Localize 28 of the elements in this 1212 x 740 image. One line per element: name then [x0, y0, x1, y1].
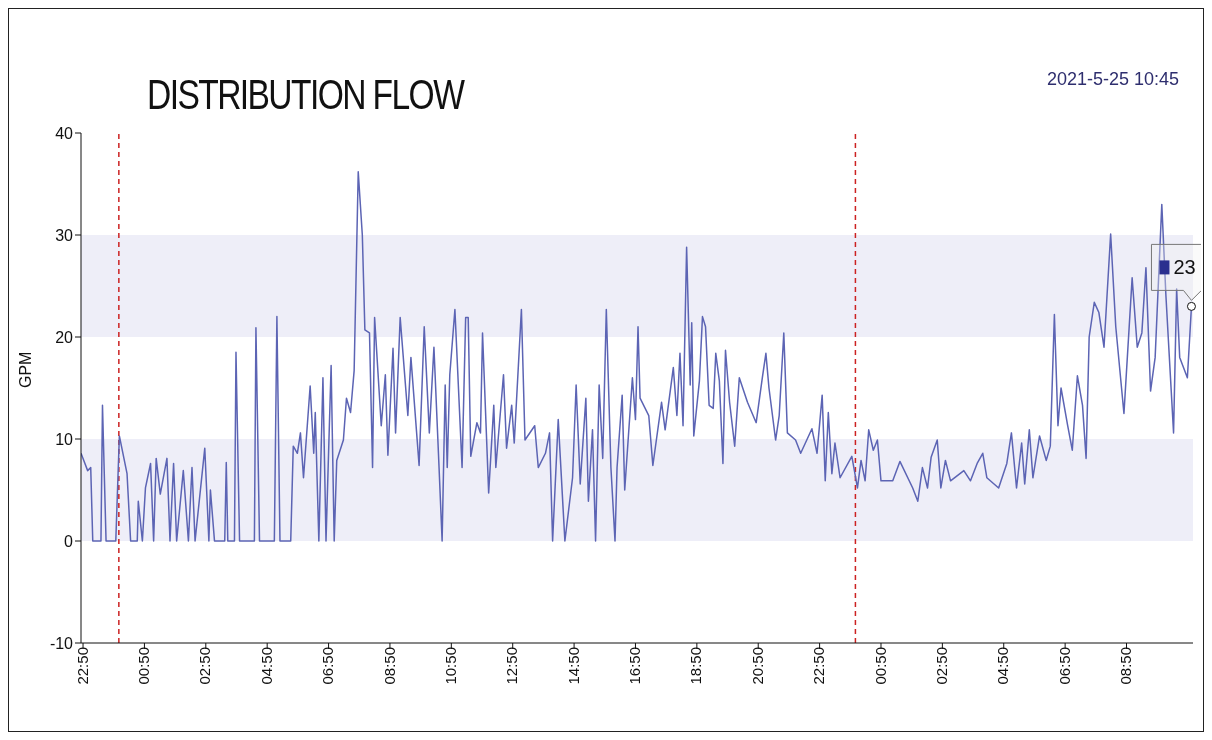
x-tick-label: 22:50	[73, 647, 91, 685]
x-tick-label: 12:50	[503, 647, 521, 685]
y-tick-label: 40	[55, 124, 74, 142]
x-tick-label: 04:50	[257, 647, 275, 685]
y-tick-label: 30	[55, 226, 74, 244]
y-tick-label: 0	[64, 532, 74, 550]
x-tick-label: 16:50	[626, 647, 644, 685]
x-tick-label: 14:50	[564, 647, 582, 685]
x-tick-label: 18:50	[687, 647, 705, 685]
x-tick-label: 02:50	[196, 647, 214, 685]
y-axis-title: GPM	[16, 351, 34, 388]
text: 2021-5-25 10:45	[1046, 69, 1179, 90]
y-tick-label: 10	[55, 430, 74, 448]
y-tick-label: 20	[55, 328, 74, 346]
x-tick-label: 08:50	[1117, 647, 1135, 685]
x-tick-label: 22:50	[810, 647, 828, 685]
x-tick-label: 06:50	[319, 647, 337, 685]
x-tick-label: 10:50	[441, 647, 459, 685]
x-tick-label: 02:50	[933, 647, 951, 685]
x-tick-label: 08:50	[380, 647, 398, 685]
x-tick-label: 00:50	[871, 647, 889, 685]
x-tick-label: 20:50	[748, 647, 766, 685]
x-tick-label: 04:50	[994, 647, 1012, 685]
y-tick-label: -10	[49, 634, 74, 652]
x-tick-label: 06:50	[1055, 647, 1073, 685]
chart-title: DISTRIBUTION FLOW	[147, 71, 464, 119]
x-tick-label: 00:50	[135, 647, 153, 685]
annotation: 23	[1173, 256, 1196, 279]
